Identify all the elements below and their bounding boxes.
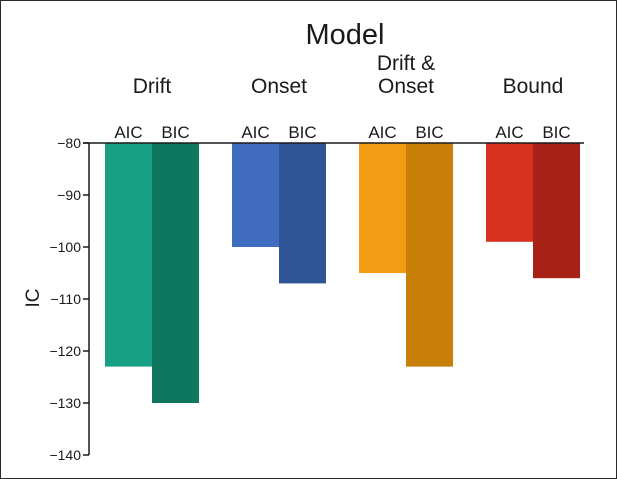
bar-aic-1 — [232, 143, 279, 247]
bar-bic-3 — [533, 143, 580, 279]
y-axis-label: IC — [23, 289, 44, 308]
bar-label-bic: BIC — [288, 123, 316, 142]
y-tick-label: −90 — [57, 187, 81, 203]
category-label: Onset — [251, 75, 307, 98]
category-label: Bound — [503, 75, 564, 98]
bar-label-aic: AIC — [241, 123, 269, 142]
bar-bic-0 — [152, 143, 199, 403]
bar-label-bic: BIC — [542, 123, 570, 142]
bars — [105, 143, 580, 403]
chart-title: Model — [306, 19, 385, 51]
bar-label-aic: AIC — [495, 123, 523, 142]
y-tick-label: −80 — [57, 135, 81, 151]
bar-aic-0 — [105, 143, 152, 367]
category-label: Drift & Onset — [377, 52, 435, 98]
bar-bic-2 — [406, 143, 453, 367]
group-labels: Drift Onset Drift & Onset Bound — [133, 52, 564, 98]
bar-label-aic: AIC — [114, 123, 142, 142]
bar-label-bic: BIC — [161, 123, 189, 142]
bar-aic-2 — [359, 143, 406, 273]
bar-aic-3 — [486, 143, 533, 242]
bar-label-bic: BIC — [415, 123, 443, 142]
metric-labels: AIC BIC AIC BIC AIC BIC AIC BIC — [114, 123, 570, 142]
y-tick-label: −130 — [49, 395, 81, 411]
y-tick-label: −100 — [49, 239, 81, 255]
y-tick-label: −140 — [49, 447, 81, 463]
y-axis: −80 −90 −100 −110 −120 −130 −140 — [49, 135, 584, 463]
y-tick-label: −110 — [51, 291, 82, 307]
y-tick-label: −120 — [49, 343, 81, 359]
bar-bic-1 — [279, 143, 326, 284]
category-label: Drift — [133, 75, 172, 98]
bar-label-aic: AIC — [368, 123, 396, 142]
